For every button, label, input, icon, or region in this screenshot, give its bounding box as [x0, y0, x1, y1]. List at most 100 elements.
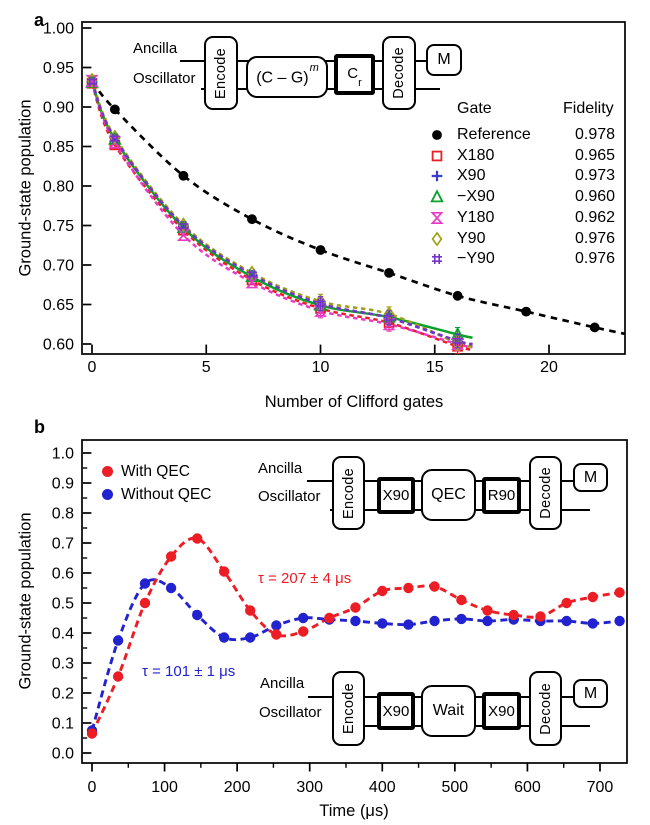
ancilla-label: Ancilla	[260, 675, 305, 692]
x90-gate: X90	[377, 477, 415, 514]
series-−Y90	[87, 76, 463, 349]
x-tick-label: 300	[296, 779, 323, 796]
panel-a-markers	[85, 72, 600, 354]
fit-curve-Reference	[90, 80, 625, 336]
y-tick-label: 0.2	[52, 686, 74, 703]
legend-fidelity-value: 0.965	[575, 146, 616, 164]
fit-curve-X180	[90, 82, 473, 351]
hourglass-marker-icon	[430, 211, 444, 224]
hash-marker-icon	[432, 254, 442, 265]
x-tick-label: 0	[88, 779, 97, 796]
x-tick-label: 500	[441, 779, 468, 796]
legend-gate-label: Y180	[457, 208, 495, 226]
y-tick-label: 0.60	[43, 337, 74, 354]
decode-gate: Decode	[382, 36, 416, 110]
legend-gate-label: −Y90	[457, 250, 495, 268]
panel-b-label: b	[34, 417, 45, 437]
y-tick-label: 0.90	[43, 100, 74, 117]
legend-gate-label: Reference	[457, 126, 531, 143]
measurement-box: M	[426, 44, 462, 76]
x-tick-label: 400	[369, 779, 396, 796]
y-tick-label: 0.9	[52, 476, 74, 493]
r90-gate: R90	[482, 477, 521, 514]
panel-a-label: a	[34, 10, 45, 30]
y-tick-label: 0.7	[52, 536, 74, 553]
y-tick-label: 0.6	[52, 566, 74, 583]
tau-without-qec-annotation: τ = 101 ± 1 μs	[142, 663, 236, 680]
panel-a-circuit-inset: Ancilla Oscillator Encode (C – G)m Cr De…	[130, 28, 470, 122]
y-tick-label: 0.85	[43, 139, 74, 156]
panel-b-y-axis-title: Ground-state population	[16, 512, 35, 690]
qec-circuit-inset: Ancilla Oscillator Encode X90 QEC R90 De…	[248, 447, 619, 536]
x90-gate-second: X90	[482, 692, 521, 730]
y-tick-label: 0.65	[43, 297, 74, 314]
panel-b-x-axis-title: Time (μs)	[319, 802, 389, 820]
y-tick-label: 0.75	[43, 218, 74, 235]
legend-row: X90 0.973	[425, 166, 635, 186]
series-With QEC	[86, 533, 625, 739]
y-tick-label: 0.8	[52, 506, 74, 523]
x-tick-label: 100	[151, 779, 178, 796]
panel-b-plot: 0 100 200 300 400 500 600 700 0.0 0.1 0.2 0.3 0.4 0.5…	[52, 439, 628, 797]
x90-gate-first: X90	[377, 692, 415, 730]
oscillator-label: Oscillator	[259, 704, 322, 721]
legend-header-fidelity: Fidelity	[563, 100, 614, 117]
legend-gate-label: X180	[457, 146, 495, 164]
wait-circuit-inset: Ancilla Oscillator Encode X90 Wait X90 D…	[248, 662, 620, 755]
encode-gate: Encode	[332, 671, 365, 746]
panel-b-markers	[86, 533, 625, 739]
x-tick-label: 5	[202, 359, 211, 376]
without-qec-marker-icon	[102, 489, 113, 500]
panel-a-legend: Gate Fidelity Reference 0.978 X180 0.965 X90…	[425, 98, 635, 276]
ancilla-label: Ancilla	[258, 460, 303, 477]
legend-fidelity-value: 0.976	[575, 250, 616, 268]
panel-a-fit-curves	[90, 79, 625, 351]
fit-curve-Y180	[90, 80, 473, 349]
square-marker-icon	[431, 150, 443, 161]
y-tick-label: 0.5	[52, 596, 74, 613]
y-tick-label: 1.0	[52, 446, 74, 463]
triangle-marker-icon	[430, 189, 444, 203]
y-tick-label: 0.4	[52, 626, 74, 643]
legend-row: −Y90 0.976	[425, 249, 635, 269]
legend-gate-label: −X90	[457, 188, 495, 206]
encode-gate: Encode	[332, 456, 365, 530]
with-qec-legend-label: With QEC	[121, 463, 190, 480]
legend-row: −X90 0.960	[425, 187, 635, 207]
y-tick-label: 0.0	[52, 746, 74, 763]
panel-b-axes-ticks: 0 100 200 300 400 500 600 700 0.0 0.1 0.2 0.3 0.4 0.5…	[52, 446, 614, 797]
encode-gate: Encode	[204, 36, 238, 110]
oscillator-label: Oscillator	[258, 488, 321, 505]
legend-fidelity-value: 0.973	[575, 167, 616, 185]
x-tick-label: 15	[426, 359, 444, 376]
legend-fidelity-value: 0.976	[575, 229, 616, 247]
y-tick-label: 0.70	[43, 258, 74, 275]
legend-row: X180 0.965	[425, 146, 635, 166]
decode-gate: Decode	[529, 456, 562, 530]
panel-a-y-axis-title: Ground-state population	[16, 99, 35, 277]
fit-curve-−X90	[90, 82, 473, 339]
legend-fidelity-value: 0.978	[575, 126, 616, 143]
panel-a-axes-ticks: 0 5 10 15 20 0.60 0.65 0.70 0.75 0.80 0.85 0.90 0.95…	[43, 21, 558, 377]
legend-gate-label: X90	[457, 167, 486, 185]
legend-header-gate: Gate	[457, 100, 492, 117]
y-tick-label: 0.80	[43, 179, 74, 196]
panel-a-x-axis-title: Number of Clifford gates	[264, 393, 444, 411]
legend-row: Reference 0.978	[425, 125, 635, 145]
legend-fidelity-value: 0.962	[575, 208, 616, 226]
legend-row: Y180 0.962	[425, 208, 635, 228]
with-qec-marker-icon	[102, 466, 113, 477]
y-tick-label: 0.3	[52, 656, 74, 673]
oscillator-label: Oscillator	[133, 70, 196, 87]
diamond-marker-icon	[431, 230, 443, 247]
legend-gate-label: Y90	[457, 229, 486, 247]
measurement-box: M	[573, 463, 608, 492]
legend-row: Y90 0.976	[425, 229, 635, 249]
y-tick-label: 1.00	[43, 21, 74, 38]
y-tick-label: 0.1	[52, 716, 74, 733]
y-tick-label: 0.95	[43, 60, 74, 77]
wait-gate: Wait	[421, 685, 476, 737]
circle-marker-icon	[432, 130, 442, 140]
